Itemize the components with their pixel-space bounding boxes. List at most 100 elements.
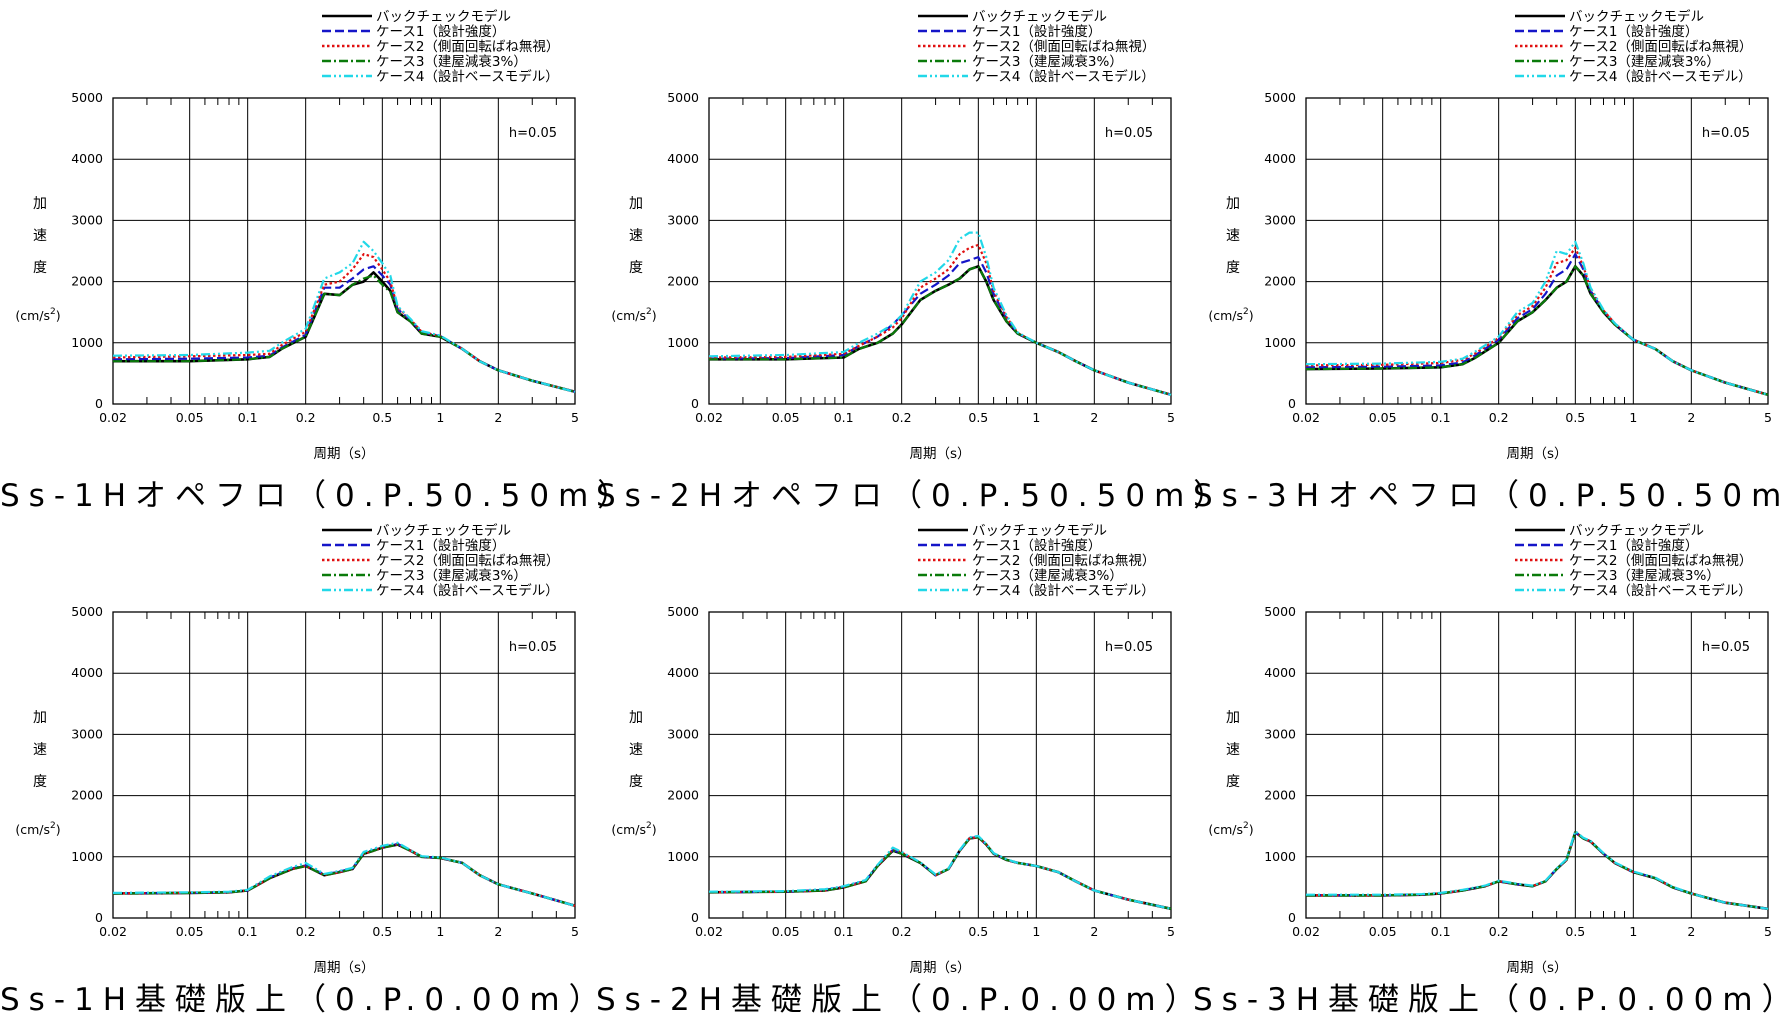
y-tick-label: 2000 (71, 788, 103, 803)
x-tick-label: 0.05 (1369, 924, 1397, 939)
x-tick-label: 0.1 (834, 924, 854, 939)
y-tick-label: 1000 (71, 335, 103, 350)
x-tick-label: 0.2 (296, 924, 316, 939)
series-line-4 (709, 265, 1172, 396)
y-axis-label-char: 速 (33, 228, 47, 244)
y-tick-label: 4000 (71, 665, 103, 680)
y-axis-unit: (cm/s2) (15, 821, 60, 837)
x-axis-label: 周期（s） (1506, 960, 1567, 976)
y-tick-label: 4000 (71, 151, 103, 166)
y-tick-label: 5000 (1264, 604, 1296, 619)
x-tick-label: 2 (494, 410, 502, 425)
x-tick-label: 0.2 (1489, 924, 1509, 939)
x-tick-label: 0.02 (1292, 924, 1320, 939)
response-spectrum-chart: バックチェックモデルケース1（設計強度）ケース2（側面回転ばね無視）ケース3（建… (611, 522, 1175, 976)
legend-label-5: ケース4（設計ベースモデル） (1569, 68, 1752, 85)
y-axis-label-char: 度 (33, 774, 47, 790)
legend-label-5: ケース4（設計ベースモデル） (972, 582, 1155, 599)
series-line-4 (112, 843, 576, 907)
x-tick-label: 0.02 (1292, 410, 1320, 425)
damping-annotation: h=0.05 (509, 640, 557, 655)
x-tick-label: 0.02 (695, 924, 723, 939)
x-tick-label: 5 (1764, 924, 1772, 939)
legend-label-3: ケース2（側面回転ばね無視） (1569, 553, 1752, 569)
x-tick-label: 0.5 (372, 924, 392, 939)
chart-caption: Ss-3H基礎版上（0.P.0.00m） (1193, 982, 1789, 1018)
y-axis-label-char: 度 (629, 774, 643, 790)
legend-label-4: ケース3（建屋減衰3%） (376, 567, 527, 584)
chart-caption: Ss-3Hオペフロ（0.P.50.50m） (1193, 478, 1789, 514)
response-spectrum-chart: バックチェックモデルケース1（設計強度）ケース2（側面回転ばね無視）ケース3（建… (1208, 522, 1772, 976)
response-spectrum-chart: バックチェックモデルケース1（設計強度）ケース2（側面回転ばね無視）ケース3（建… (611, 8, 1175, 462)
y-axis-label-char: 速 (1226, 228, 1240, 244)
series-line-4 (1306, 831, 1769, 910)
chart-panel-5: バックチェックモデル ケース1（設計強度） ケース2（側面回転ばね無視） ケース3（建… (596, 514, 1196, 1028)
y-tick-label: 5000 (667, 604, 699, 619)
x-tick-label: 0.1 (834, 410, 854, 425)
chart-panel-4: バックチェックモデル ケース1（設計強度） ケース2（側面回転ばね無視） ケース3（建… (0, 514, 609, 1028)
y-tick-label: 4000 (667, 151, 699, 166)
y-tick-label: 5000 (1264, 90, 1296, 105)
legend-label-4: ケース3（建屋減衰3%） (1569, 567, 1720, 584)
x-axis-label: 周期（s） (909, 960, 970, 976)
response-spectrum-chart: バックチェックモデルケース1（設計強度）ケース2（側面回転ばね無視）ケース3（建… (1208, 8, 1772, 462)
y-tick-label: 5000 (71, 604, 103, 619)
legend-label-3: ケース2（側面回転ばね無視） (376, 39, 559, 55)
series-line-2 (112, 842, 576, 907)
x-tick-label: 2 (494, 924, 502, 939)
y-tick-label: 1000 (1264, 335, 1296, 350)
x-tick-label: 0.1 (238, 410, 258, 425)
x-tick-label: 2 (1090, 410, 1098, 425)
plot-frame (112, 611, 576, 919)
series-line-5 (112, 841, 576, 907)
y-tick-label: 1000 (71, 849, 103, 864)
y-axis-label-char: 速 (629, 742, 643, 758)
y-tick-label: 2000 (667, 788, 699, 803)
chart-panel-2: バックチェックモデル ケース1（設計強度） ケース2（側面回転ばね無視） ケース3（建… (596, 0, 1234, 514)
y-tick-label: 1000 (1264, 849, 1296, 864)
x-tick-label: 0.02 (695, 410, 723, 425)
chart-panel-3: バックチェックモデル ケース1（設計強度） ケース2（側面回転ばね無視） ケース3（建… (1193, 0, 1789, 514)
series-line-2 (708, 256, 1172, 396)
damping-annotation: h=0.05 (1702, 126, 1750, 141)
legend-label-5: ケース4（設計ベースモデル） (1569, 582, 1752, 599)
y-tick-label: 1000 (667, 849, 699, 864)
legend-label-2: ケース1（設計強度） (972, 538, 1101, 554)
legend-label-3: ケース2（側面回転ばね無視） (1569, 39, 1752, 55)
y-axis-label-char: 度 (33, 260, 47, 276)
y-tick-label: 5000 (71, 90, 103, 105)
damping-annotation: h=0.05 (1702, 640, 1750, 655)
x-tick-label: 0.2 (1489, 410, 1509, 425)
damping-annotation: h=0.05 (1105, 640, 1153, 655)
y-tick-label: 3000 (667, 212, 699, 227)
y-axis-label-char: 加 (629, 196, 643, 212)
series-line-5 (708, 231, 1172, 396)
x-tick-label: 0.5 (1565, 410, 1585, 425)
y-tick-label: 4000 (667, 665, 699, 680)
series-line-5 (708, 834, 1172, 910)
y-tick-label: 0 (691, 396, 699, 411)
x-tick-label: 0.1 (1431, 924, 1451, 939)
x-tick-label: 0.2 (892, 410, 912, 425)
x-axis-label: 周期（s） (313, 446, 374, 462)
x-tick-label: 2 (1687, 410, 1695, 425)
legend-label-2: ケース1（設計強度） (1569, 538, 1698, 554)
y-axis-unit: (cm/s2) (611, 307, 656, 323)
y-axis-unit: (cm/s2) (1208, 821, 1253, 837)
chart-caption: Ss-2Hオペフロ（0.P.50.50m） (596, 478, 1234, 514)
chart-caption: Ss-1H基礎版上（0.P.0.00m） (0, 982, 609, 1018)
y-tick-label: 0 (691, 910, 699, 925)
y-axis-label-char: 加 (629, 710, 643, 726)
y-axis-label-char: 加 (33, 196, 47, 212)
y-axis-label-char: 度 (1226, 260, 1240, 276)
plot-frame (1305, 611, 1769, 919)
legend-label-3: ケース2（側面回転ばね無視） (376, 553, 559, 569)
y-axis-label-char: 速 (629, 228, 643, 244)
damping-annotation: h=0.05 (509, 126, 557, 141)
x-tick-label: 1 (1629, 924, 1637, 939)
x-tick-label: 0.02 (99, 410, 127, 425)
x-tick-label: 0.05 (1369, 410, 1397, 425)
y-tick-label: 5000 (667, 90, 699, 105)
x-tick-label: 5 (1167, 410, 1175, 425)
legend-label-4: ケース3（建屋減衰3%） (1569, 53, 1720, 70)
